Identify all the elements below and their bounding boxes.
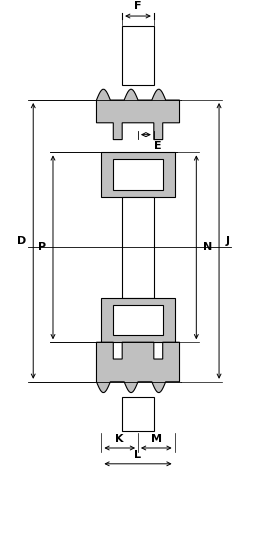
Polygon shape [113,305,163,335]
Text: L: L [134,450,142,460]
Text: K: K [115,434,124,444]
Text: E: E [154,141,161,151]
Text: F: F [134,1,142,11]
Text: M: M [151,434,162,444]
Polygon shape [122,397,154,431]
Polygon shape [122,197,154,298]
Text: D: D [17,236,26,246]
Polygon shape [97,342,179,392]
Text: P: P [38,243,46,252]
Text: N: N [203,243,213,252]
Polygon shape [101,298,175,342]
Polygon shape [122,26,154,85]
Text: J: J [226,236,230,246]
Polygon shape [101,152,175,197]
Polygon shape [113,159,163,190]
Polygon shape [97,90,179,140]
